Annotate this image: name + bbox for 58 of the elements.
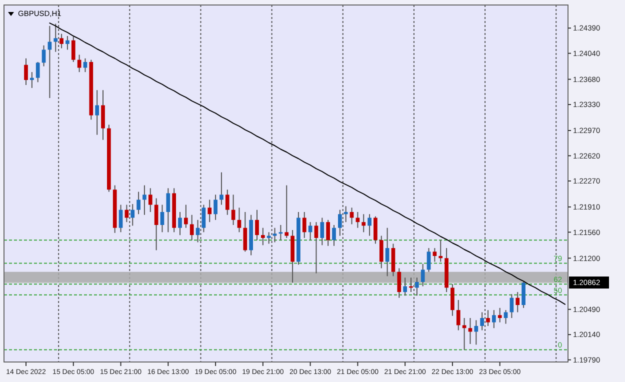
candlestick <box>208 199 212 223</box>
candlestick <box>492 310 496 329</box>
candlestick <box>24 58 28 86</box>
candlestick <box>350 207 354 225</box>
candlestick <box>374 216 378 244</box>
candlestick <box>71 36 76 62</box>
candlestick <box>284 184 289 238</box>
candlestick <box>142 184 146 216</box>
candlestick <box>362 214 366 233</box>
candlestick <box>95 90 99 136</box>
candlestick <box>302 211 306 238</box>
candlestick <box>314 222 318 274</box>
candlestick <box>231 194 236 226</box>
candlestick <box>118 204 123 233</box>
candlestick <box>160 204 164 233</box>
candlestick <box>190 214 194 241</box>
candlestick <box>432 248 437 262</box>
candlestick <box>438 240 443 262</box>
candlestick <box>36 61 40 83</box>
candlestick <box>101 90 105 140</box>
candlestick <box>462 318 466 350</box>
candlestick <box>237 207 242 233</box>
candlestick <box>66 36 70 50</box>
candlestick <box>42 44 46 67</box>
candlestick <box>403 277 407 296</box>
candlestick <box>178 211 182 236</box>
candlestick <box>522 281 526 308</box>
candlestick <box>385 227 390 277</box>
candlestick <box>320 217 324 246</box>
candlestick <box>498 307 502 323</box>
candlestick <box>136 191 140 215</box>
candlestick <box>166 188 170 233</box>
candlestick <box>456 299 460 331</box>
candlestick <box>214 194 218 220</box>
candlestick <box>397 268 402 298</box>
candlestick <box>504 310 508 324</box>
candlestick <box>30 72 34 88</box>
candlestick <box>516 292 520 313</box>
candlestick <box>332 224 336 246</box>
candlestick <box>184 204 188 228</box>
candlestick <box>326 219 330 246</box>
line-series <box>49 22 566 305</box>
candlestick <box>220 172 224 206</box>
candlestick <box>261 227 265 246</box>
candlestick <box>426 248 431 272</box>
candlestick <box>450 284 454 316</box>
candlestick <box>148 188 152 212</box>
candlestick <box>420 263 425 287</box>
candlestick <box>278 224 283 241</box>
candlestick <box>308 222 312 241</box>
candlestick <box>368 214 372 236</box>
candlestick <box>154 198 158 251</box>
candlestick <box>379 235 384 269</box>
candlestick <box>225 189 230 216</box>
candlestick <box>255 209 259 241</box>
candlestick <box>243 211 248 252</box>
candlestick <box>391 243 396 277</box>
candlestick <box>474 320 478 346</box>
